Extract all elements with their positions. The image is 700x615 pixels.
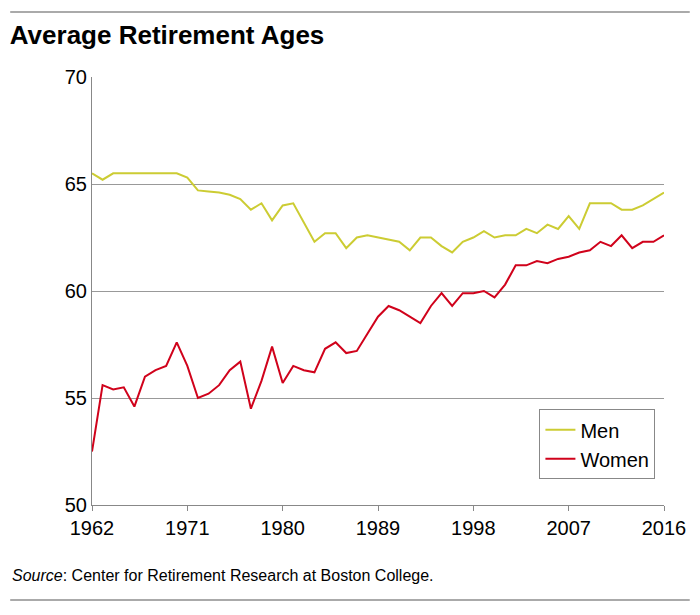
- svg-text:Men: Men: [580, 420, 619, 442]
- svg-text:Average Retirement Ages: Average Retirement Ages: [10, 20, 325, 50]
- svg-text:70: 70: [65, 66, 87, 88]
- svg-text:2016: 2016: [642, 517, 687, 539]
- svg-text:1971: 1971: [165, 517, 210, 539]
- svg-text:60: 60: [65, 280, 87, 302]
- svg-text:2007: 2007: [546, 517, 591, 539]
- svg-text:1989: 1989: [356, 517, 401, 539]
- svg-text:1998: 1998: [451, 517, 496, 539]
- svg-text:55: 55: [65, 387, 87, 409]
- svg-text:Source: Center for Retirement: Source: Center for Retirement Research a…: [12, 567, 434, 584]
- svg-text:Women: Women: [580, 449, 649, 471]
- svg-text:50: 50: [65, 494, 87, 516]
- svg-text:1980: 1980: [260, 517, 305, 539]
- svg-text:1962: 1962: [70, 517, 115, 539]
- svg-text:65: 65: [65, 173, 87, 195]
